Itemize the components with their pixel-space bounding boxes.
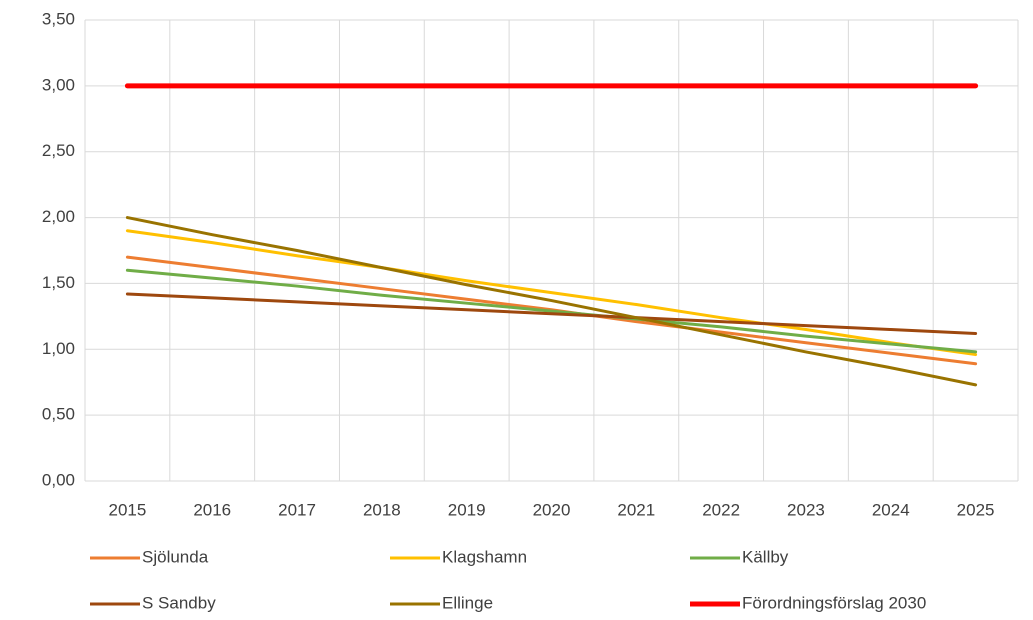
x-tick-label: 2022 xyxy=(702,500,740,519)
y-tick-label: 2,00 xyxy=(42,207,75,226)
legend-label: Ellinge xyxy=(442,593,493,612)
y-tick-label: 0,50 xyxy=(42,405,75,424)
series-line xyxy=(125,268,978,354)
x-tick-label: 2025 xyxy=(957,500,995,519)
x-tick-label: 2016 xyxy=(193,500,231,519)
y-tick-label: 1,00 xyxy=(42,339,75,358)
y-tick-label: 2,50 xyxy=(42,141,75,160)
legend-label: Sjölunda xyxy=(142,547,209,566)
x-tick-label: 2018 xyxy=(363,500,401,519)
legend-label: Klagshamn xyxy=(442,547,527,566)
series-line xyxy=(125,292,978,335)
legend-label: Källby xyxy=(742,547,789,566)
y-tick-label: 3,50 xyxy=(42,9,75,28)
x-tick-label: 2019 xyxy=(448,500,486,519)
y-tick-label: 1,50 xyxy=(42,273,75,292)
series-line xyxy=(125,229,978,357)
x-tick-label: 2021 xyxy=(617,500,655,519)
x-tick-label: 2024 xyxy=(872,500,910,519)
series-line xyxy=(125,216,978,387)
y-tick-label: 3,00 xyxy=(42,75,75,94)
legend-label: S Sandby xyxy=(142,593,216,612)
x-tick-label: 2015 xyxy=(108,500,146,519)
x-tick-label: 2017 xyxy=(278,500,316,519)
x-tick-label: 2020 xyxy=(533,500,571,519)
x-tick-label: 2023 xyxy=(787,500,825,519)
y-tick-label: 0,00 xyxy=(42,470,75,489)
legend-label: Förordningsförslag 2030 xyxy=(742,593,926,612)
